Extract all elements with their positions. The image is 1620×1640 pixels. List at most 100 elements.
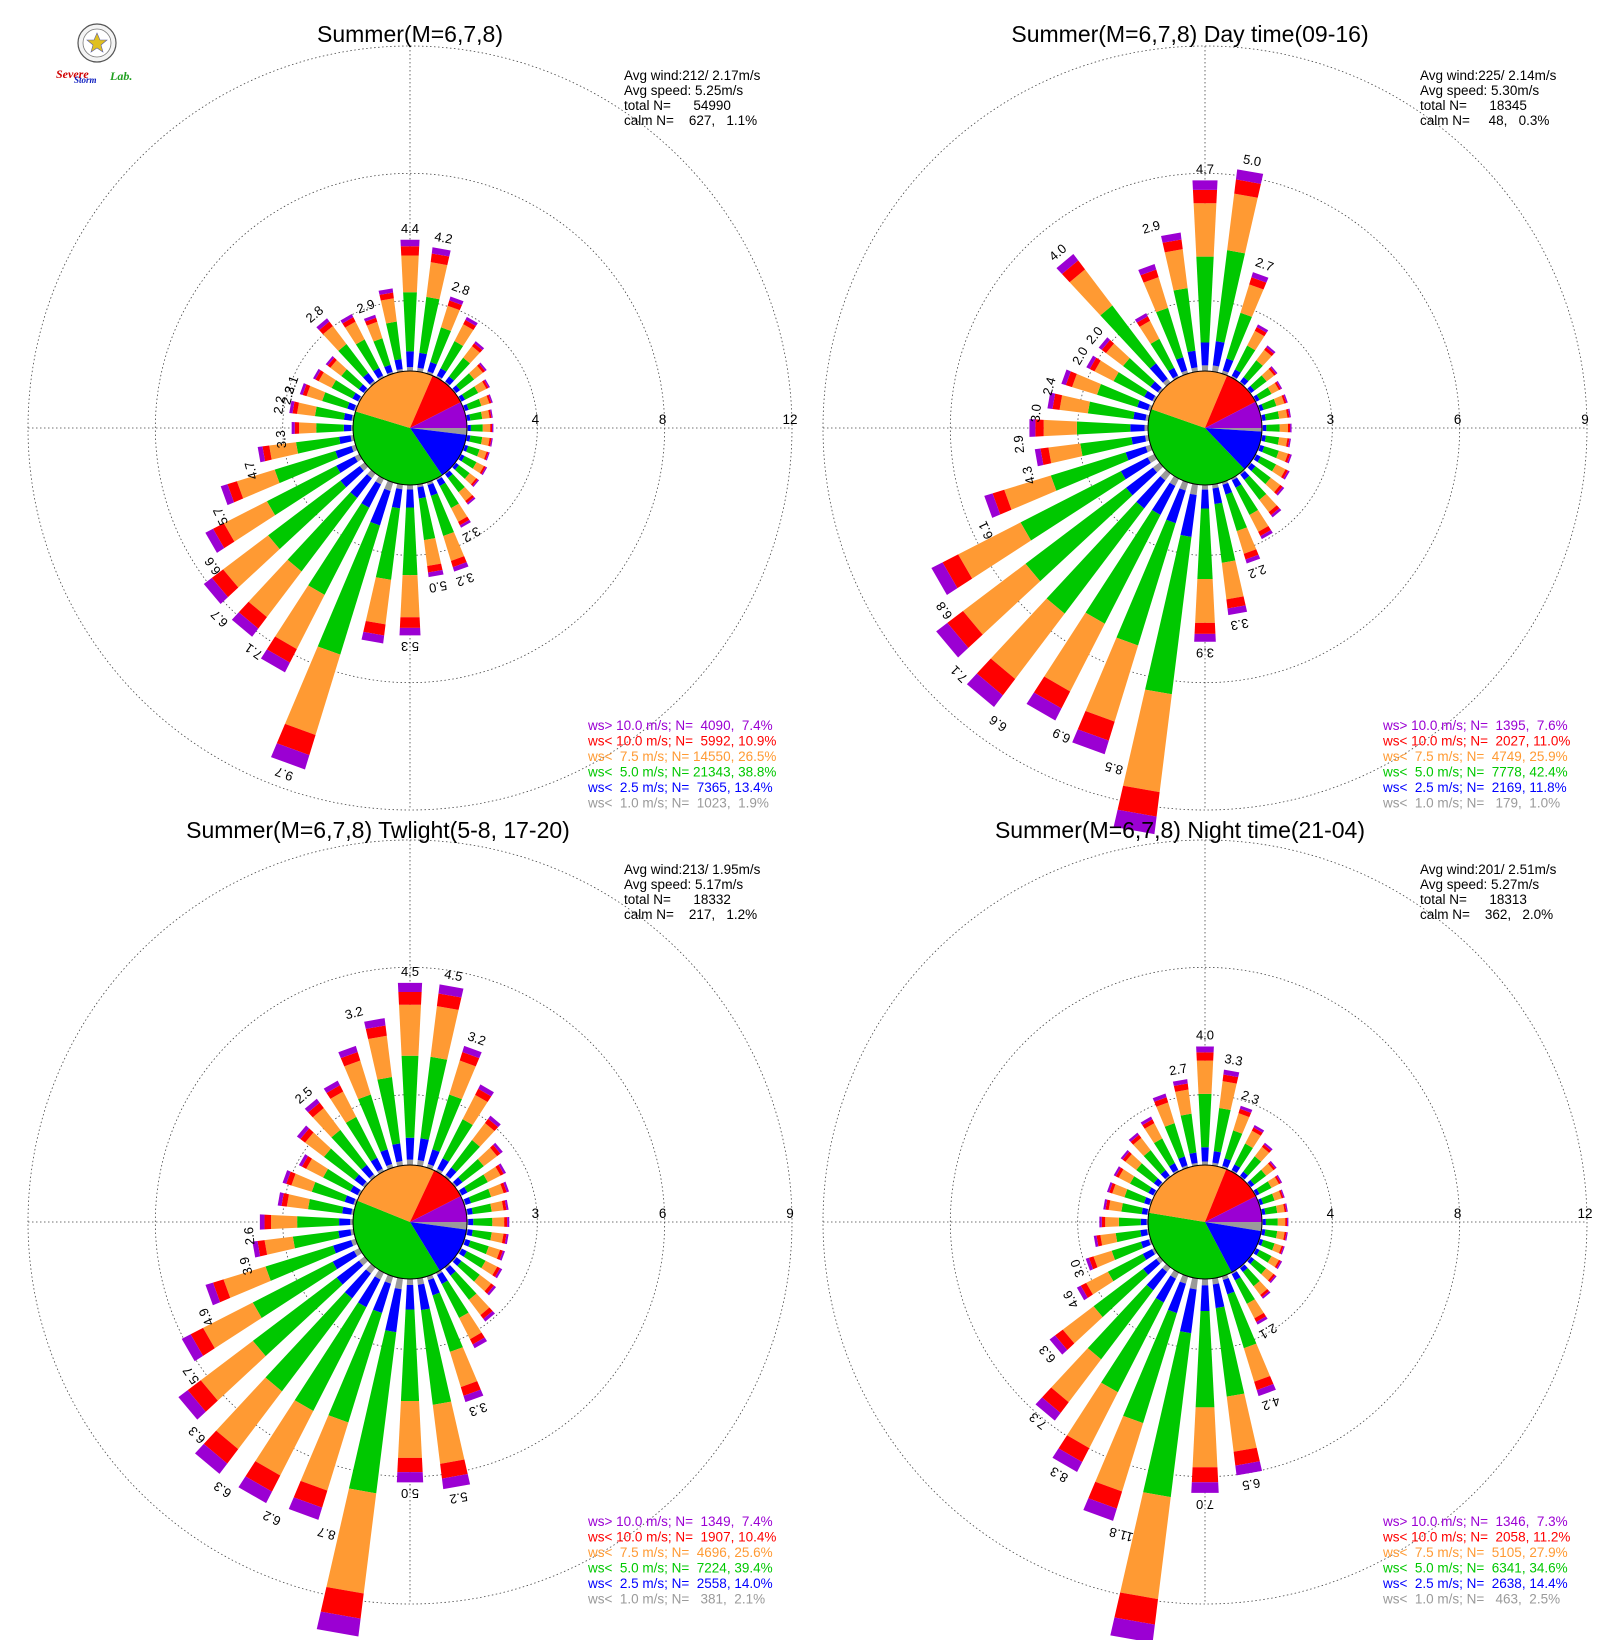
bar-230deg-segment-1 <box>336 1260 364 1285</box>
bar-70deg-segment-1 <box>1258 1198 1264 1206</box>
bar-340deg-segment-2 <box>1164 1123 1185 1159</box>
bar-60deg-segment-3 <box>483 1166 501 1183</box>
stat-line-3: total N= 18332 <box>624 892 731 907</box>
stat-line-4: calm N= 627, 1.1% <box>624 113 757 128</box>
bar-110deg-segment-2 <box>1262 446 1279 459</box>
bar-50deg-segment-2 <box>458 1158 484 1183</box>
bar-100deg-segment-5 <box>1288 438 1291 448</box>
bar-20deg-segment-1 <box>1222 358 1234 373</box>
ring-label-2: 6 <box>659 1206 667 1221</box>
bar-310deg-segment-4 <box>1122 1151 1132 1162</box>
bar-260deg-segment-4 <box>1040 447 1052 466</box>
bar-110deg-segment-5 <box>1280 1246 1285 1255</box>
bar-200deg-segment-4 <box>276 723 316 756</box>
bar-20deg-segment-5 <box>1239 1105 1253 1113</box>
bar-160deg-segment-1 <box>427 483 438 496</box>
bar-90deg-segment-5 <box>507 1216 510 1228</box>
bar-100deg-segment-5 <box>490 438 493 447</box>
bar-230deg-segment-3 <box>200 1340 266 1401</box>
bar-40deg-segment-1 <box>1240 1171 1249 1180</box>
bar-160deg-segment-5 <box>463 1389 484 1403</box>
bar-280deg-segment-5 <box>1103 1199 1108 1210</box>
bar-label-20deg: 2.7 <box>1253 254 1275 274</box>
speed-class-pie <box>352 370 468 486</box>
bar-150deg-segment-4 <box>458 516 470 526</box>
bar-70deg-segment-4 <box>1281 394 1287 404</box>
legend-entry-3: ws< 7.5 m/s; N= 14550, 26.5% <box>587 749 776 764</box>
bar-280deg-segment-5 <box>277 1192 284 1206</box>
bar-260deg-segment-2 <box>1115 1230 1142 1243</box>
pie-slice-2 <box>1147 409 1245 485</box>
bar-150deg-segment-5 <box>459 519 471 528</box>
bar-190deg-segment-5 <box>1110 1617 1155 1640</box>
bar-10deg-segment-2 <box>1213 1107 1231 1153</box>
bar-190deg-segment-4 <box>363 620 386 636</box>
bar-110deg-segment-5 <box>499 1250 505 1261</box>
bar-270deg-segment-4 <box>1035 419 1044 437</box>
bar-220deg-segment-3 <box>990 598 1065 679</box>
legend-entry-5: ws< 2.5 m/s; N= 2558, 14.0% <box>587 1576 773 1591</box>
ring-label-1: 3 <box>532 1206 540 1221</box>
bar-20deg-segment-2 <box>1224 1130 1243 1161</box>
bar-280deg-segment-4 <box>1052 393 1063 410</box>
bar-30deg-segment-3 <box>1245 1130 1261 1148</box>
bar-300deg-segment-5 <box>298 1154 309 1167</box>
bar-350deg-segment-1 <box>392 1143 403 1163</box>
bar-60deg-segment-0 <box>457 1190 463 1197</box>
bar-40deg-segment-1 <box>445 1167 457 1179</box>
bar-170deg-segment-3 <box>1221 560 1244 600</box>
bar-350deg-segment-5 <box>364 1018 386 1029</box>
bar-180deg-segment-2 <box>1197 508 1213 579</box>
bar-label-210deg: 8.3 <box>1047 1464 1070 1486</box>
bar-130deg-segment-1 <box>1247 463 1256 472</box>
bar-label-225deg: 7.1 <box>947 662 970 685</box>
bar-310deg-segment-2 <box>323 1148 359 1180</box>
bar-240deg-segment-0 <box>1151 1247 1158 1255</box>
bar-320deg-segment-2 <box>338 343 369 378</box>
bar-290deg-segment-5 <box>299 383 307 395</box>
bar-80deg-segment-3 <box>490 1200 504 1212</box>
bar-160deg-segment-1 <box>427 1278 440 1296</box>
bar-270deg-segment-5 <box>1099 1216 1102 1228</box>
bar-230deg-segment-2 <box>268 480 347 550</box>
bar-210deg-segment-2 <box>1085 510 1161 624</box>
bar-30deg-segment-4 <box>475 1088 492 1103</box>
bar-140deg-segment-4 <box>1260 1289 1270 1298</box>
bar-300deg-segment-2 <box>331 380 356 399</box>
bar-290deg-segment-0 <box>1147 404 1153 412</box>
bar-160deg-segment-1 <box>1222 482 1233 495</box>
bar-200deg-segment-0 <box>384 480 394 492</box>
bar-100deg-segment-2 <box>469 435 483 445</box>
bar-200deg-segment-5 <box>270 743 310 770</box>
bar-320deg-segment-2 <box>331 1129 367 1170</box>
bar-280deg-segment-1 <box>343 413 353 421</box>
bar-200deg-segment-3 <box>300 1415 349 1491</box>
bar-200deg-segment-3 <box>285 646 341 736</box>
bar-210deg-segment-5 <box>260 649 290 673</box>
bar-230deg-segment-5 <box>203 577 228 605</box>
pie-slice-5 <box>410 1196 467 1222</box>
bar-340deg-segment-3 <box>366 321 383 342</box>
bar-280deg-segment-5 <box>289 400 295 414</box>
bar-180deg-segment-4 <box>399 617 421 628</box>
chart-title: Summer(M=6,7,8) <box>317 21 503 47</box>
bar-160deg-segment-0 <box>426 480 434 486</box>
bar-240deg-segment-4 <box>213 523 235 549</box>
bar-label-160deg: 2.2 <box>1246 562 1268 582</box>
pie-slice-4 <box>1205 375 1256 428</box>
bar-label-160deg: 3.3 <box>467 1399 489 1419</box>
bar-330deg-segment-3 <box>345 321 365 345</box>
grid-ring-3 <box>27 45 793 811</box>
bar-160deg-segment-2 <box>432 1292 463 1352</box>
bar-10deg-segment-5 <box>1223 1069 1240 1078</box>
bar-130deg-segment-2 <box>455 465 470 479</box>
pie-slice-0 <box>1205 1222 1262 1232</box>
bar-170deg-segment-1 <box>417 1283 430 1311</box>
bar-label-205deg: 6.9 <box>1050 725 1073 746</box>
bar-110deg-segment-4 <box>496 1249 503 1260</box>
bar-230deg-segment-1 <box>340 466 364 488</box>
bar-310deg-segment-1 <box>1150 381 1162 393</box>
bar-220deg-segment-0 <box>1160 469 1171 481</box>
bar-30deg-segment-0 <box>435 1168 443 1175</box>
bar-60deg-segment-4 <box>1274 1175 1281 1185</box>
